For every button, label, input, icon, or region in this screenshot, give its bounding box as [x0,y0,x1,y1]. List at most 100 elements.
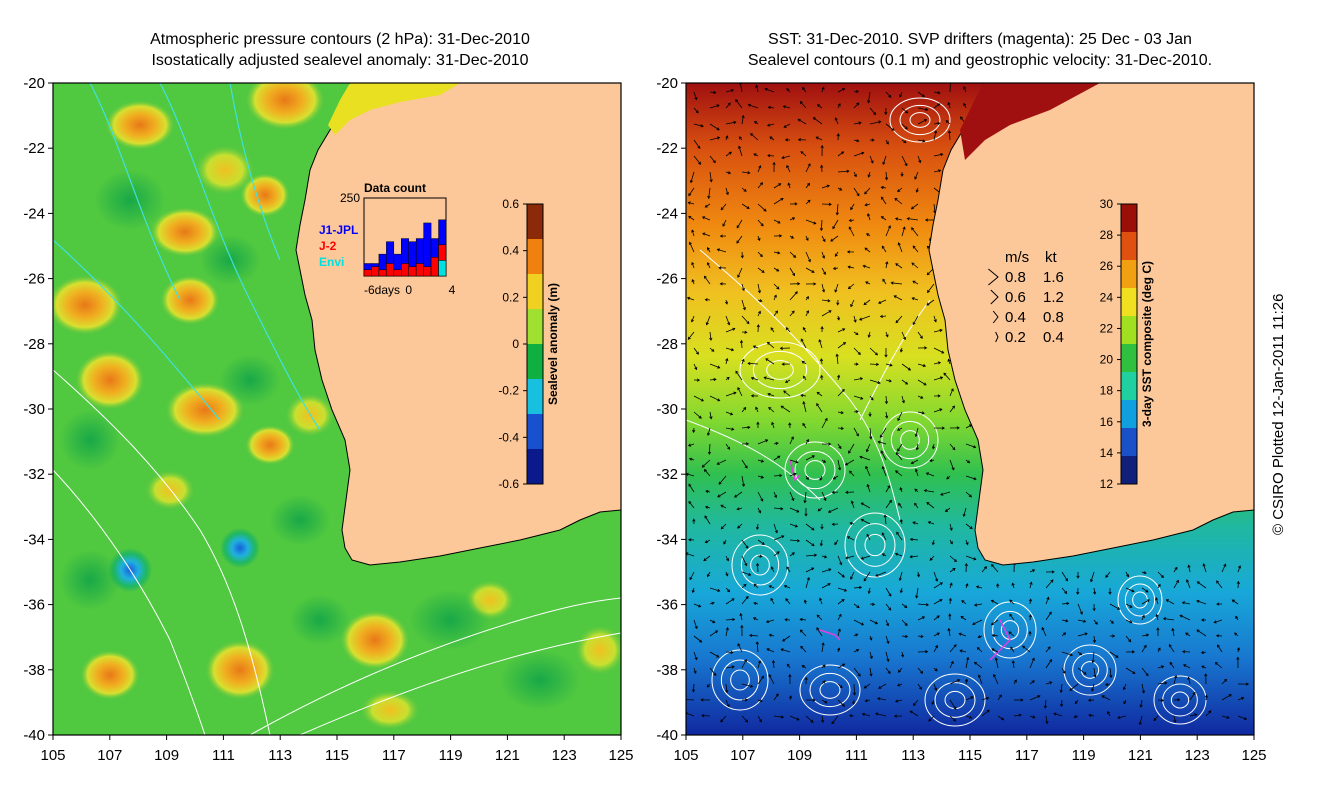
velocity-arrowhead [863,685,867,689]
velocity-arrowhead [745,719,749,723]
velocity-arrowhead [706,432,711,436]
velocity-arrow [995,657,999,669]
velocity-arrow [756,641,759,653]
velocity-arrowhead [770,597,774,601]
velocity-arrow [949,699,957,710]
velocity-arrow [895,315,903,323]
velocity-arrowhead [857,351,861,356]
velocity-arrow [837,427,844,429]
velocity-arrowhead [1216,602,1220,606]
velocity-arrow [869,363,879,365]
velocity-arrowhead [1062,670,1066,674]
velocity-arrowhead [956,426,960,430]
velocity-arrow [898,667,903,673]
velocity-arrowhead [743,188,747,192]
velocity-arrowhead [880,216,884,220]
sealevel-contour [711,649,769,711]
sealevel-contour [934,682,976,718]
velocity-arrowhead [811,269,815,273]
velocity-arrow [885,123,895,131]
velocity-arrow [878,299,887,304]
sealevel-contour [699,249,901,521]
velocity-arrowhead [1143,644,1147,648]
velocity-arrow [869,379,881,384]
velocity-arrowhead [855,90,860,94]
velocity-arrowhead [963,86,967,90]
velocity-arrowhead [1204,694,1208,698]
velocity-arrowhead [874,621,879,625]
anomaly-blob [220,528,260,568]
velocity-arrow [757,539,765,545]
velocity-arrowhead [785,327,789,331]
velocity-legend-kt: 0.8 [1043,309,1064,326]
velocity-arrowhead [947,358,951,362]
velocity-arrowhead [723,541,727,545]
velocity-arrowhead [797,282,801,286]
velocity-arrow [757,267,765,273]
velocity-arrow [862,713,871,717]
velocity-arrow [963,103,967,109]
velocity-arrowhead [1046,596,1050,600]
velocity-arrow [773,251,780,254]
velocity-arrowhead [1129,620,1133,624]
velocity-arrowhead [911,262,915,266]
velocity-arrowhead [871,602,876,606]
x-tick-label: 113 [268,747,292,764]
velocity-arrow [949,459,955,470]
right-map [686,83,1254,735]
velocity-arrowhead [716,127,720,131]
velocity-arrowhead [713,90,717,95]
velocity-arrow [981,697,989,701]
velocity-arrowhead [735,98,739,103]
velocity-arrow [804,491,807,503]
velocity-arrow [741,596,749,605]
velocity-arrow [1125,571,1129,577]
velocity-arrow [785,598,791,605]
pressure-contour-line-white [53,369,271,735]
velocity-arrowhead [1060,703,1064,707]
velocity-arrowhead [963,102,967,107]
velocity-arrow [837,628,841,637]
velocity-arrowhead [838,613,842,617]
velocity-arrowhead [934,130,938,134]
velocity-arrow [773,310,778,317]
velocity-arrow [885,331,889,337]
bar-j-2 [415,263,424,277]
velocity-arrowhead [884,354,888,358]
velocity-arrow [901,603,908,608]
velocity-arrow [895,263,903,269]
velocity-arrow [741,584,747,589]
velocity-arrowhead [1161,665,1165,669]
velocity-arrowhead [749,633,753,638]
velocity-arrowhead [717,494,721,498]
velocity-arrowhead [972,622,976,625]
velocity-arrowhead [912,521,916,525]
velocity-arrowhead [761,675,764,679]
velocity-arrow [945,120,951,125]
velocity-arrow [933,153,943,157]
velocity-arrow [707,247,711,253]
velocity-arrow [709,363,720,369]
colorbar-segment [527,204,543,240]
velocity-arrow [1163,618,1175,621]
y-tick-label: -34 [656,531,678,548]
velocity-arrow [981,709,990,717]
velocity-arrow [706,315,711,325]
velocity-arrowhead [806,438,809,443]
velocity-arrow [771,566,775,573]
x-tick-label: 117 [382,747,406,764]
velocity-arrow [789,291,798,301]
sealevel-contour [766,360,794,380]
velocity-arrowhead [885,261,889,265]
velocity-arrow [1061,667,1066,674]
velocity-arrowhead [1029,581,1033,585]
velocity-arrow [816,614,823,621]
velocity-arrow [773,455,781,461]
velocity-arrowhead [722,223,726,227]
velocity-arrow [690,171,695,183]
velocity-arrow [933,632,940,637]
velocity-arrowhead [718,481,722,485]
velocity-arrowhead [768,407,772,411]
velocity-arrowhead [991,564,995,568]
velocity-arrowhead [791,310,795,314]
